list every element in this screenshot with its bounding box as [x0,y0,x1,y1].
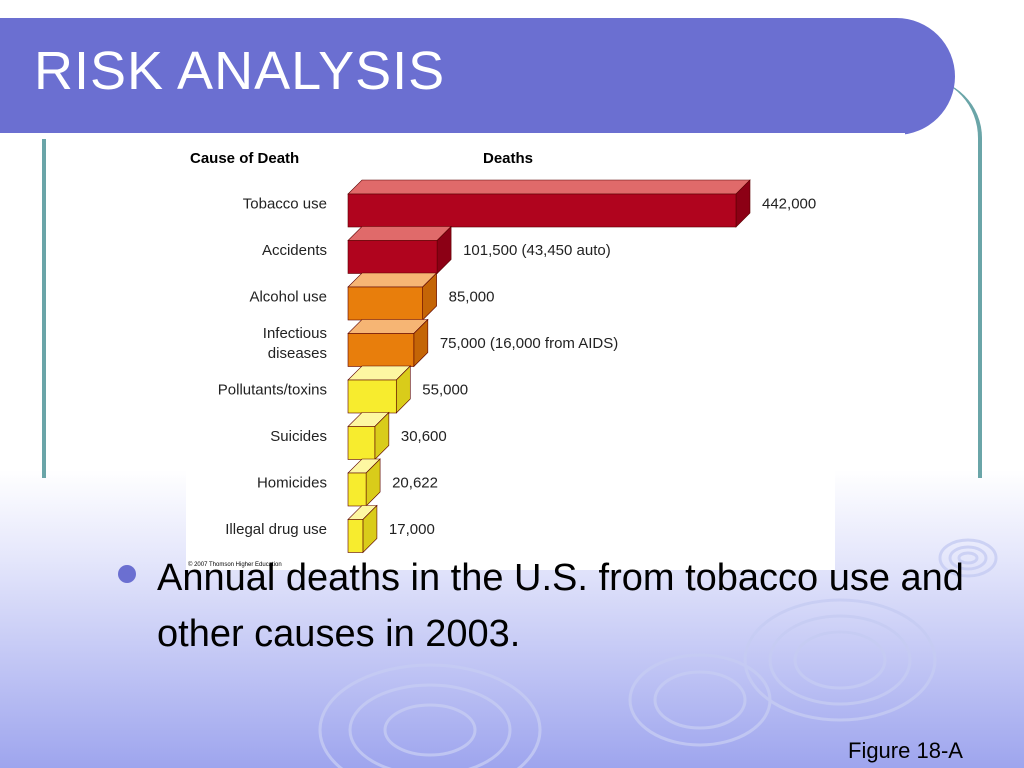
category-label: diseases [268,345,327,362]
category-label: Illegal drug use [225,521,327,538]
bar [347,333,415,367]
bar-group: Illegal drug use 17,000 [225,504,435,554]
figure-label: Figure 18-A [848,738,963,763]
bar-group: Tobacco use 442,000 [243,179,816,228]
value-label: 17,000 [389,521,435,538]
value-label: 20,622 [392,475,438,492]
slide-title: RISK ANALYSIS [34,41,446,101]
bar-top-face [347,272,438,288]
chart-panel: Cause of Death Deaths Tobacco use 442,000… [186,146,835,570]
category-label: Suicides [270,428,327,445]
category-label: Homicides [257,475,327,492]
bullet-text: Annual deaths in the U.S. from tobacco u… [157,557,964,655]
column-header-cause: Cause of Death [190,150,299,167]
bar [347,379,397,414]
value-label: 75,000 (16,000 from AIDS) [440,335,618,352]
bar [347,426,376,460]
bar [347,193,737,228]
title-underline [0,133,905,139]
bar-group: Infectious diseases 75,000 (16,000 from AI… [263,318,618,368]
bar [347,472,367,507]
bar [347,240,438,274]
chart-credit: © 2007 Thomson Higher Education [188,561,282,568]
category-label: Alcohol use [249,289,327,306]
category-label: Accidents [262,242,327,259]
title-bar [0,18,955,135]
bar-group: Alcohol use 85,000 [249,272,495,321]
value-label: 85,000 [449,289,495,306]
column-header-deaths: Deaths [483,150,533,167]
value-label: 30,600 [401,428,447,445]
category-label: Infectious [263,325,327,342]
value-label: 101,500 (43,450 auto) [463,242,611,259]
category-label: Pollutants/toxins [218,382,327,399]
value-label: 442,000 [762,196,816,213]
bar-top-face [347,226,452,241]
bar-group: Homicides 20,622 [257,458,438,507]
slide-frame [42,78,982,478]
bar-chart: Cause of Death Deaths Tobacco use 442,000… [188,150,816,568]
bullet-dot [118,565,136,583]
bar [347,519,364,553]
bars-layer: Tobacco use 442,000 Accidents 101,500 (43,4… [218,179,816,554]
bar-group: Accidents 101,500 (43,450 auto) [262,225,611,275]
bar [347,286,423,321]
bar-group: Suicides 30,600 [270,411,447,461]
category-label: Tobacco use [243,196,327,213]
bar-top-face [347,179,751,195]
bar-group: Pollutants/toxins 55,000 [218,365,468,414]
value-label: 55,000 [422,382,468,399]
